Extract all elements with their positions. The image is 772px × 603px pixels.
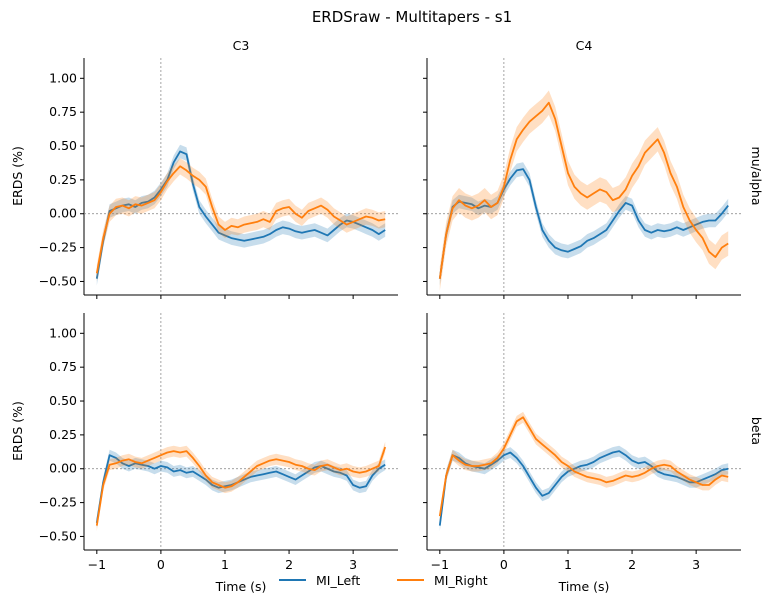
series-line-mi-left <box>95 150 386 279</box>
panel-0: −0.50 −0.25 0.00 0.25 0.50 0.75 1.00 <box>39 58 398 299</box>
series-line-mi-right <box>95 165 386 274</box>
y-tick-label: 0.25 <box>49 427 77 442</box>
y-tick-label: −0.25 <box>39 495 77 510</box>
series-line-mi-right <box>95 446 387 526</box>
y-tick-label: −0.50 <box>39 273 77 288</box>
ylabel-top: ERDS (%) <box>10 146 25 206</box>
column-title-c4: C4 <box>576 38 593 53</box>
x-tick-label: 2 <box>628 557 636 572</box>
series-line-mi-left <box>438 450 729 526</box>
column-title-c3: C3 <box>233 38 250 53</box>
series-line-mi-left <box>95 454 386 524</box>
y-tick-label: −0.25 <box>39 240 77 255</box>
xlabel-left: Time (s) <box>215 579 267 594</box>
x-tick-label: 1 <box>564 557 572 572</box>
ylabel-bottom: ERDS (%) <box>10 401 25 461</box>
legend-label-mi-right: MI_Right <box>434 573 488 588</box>
x-tick-label: 3 <box>349 557 357 572</box>
row-title-mu-alpha: mu/alpha <box>749 147 764 206</box>
y-tick-label: 0.00 <box>49 461 77 476</box>
x-tick-label: 0 <box>500 557 508 572</box>
panel-2: −0.50 −0.25 0.00 0.25 0.50 0.75 1.00 −1 0 1 2 3 <box>39 313 398 572</box>
ci-band-mi-left <box>439 162 729 286</box>
x-tick-label: 3 <box>692 557 700 572</box>
y-tick-label: 0.75 <box>49 104 77 119</box>
panel-1 <box>423 58 741 299</box>
x-tick-label: −1 <box>431 557 449 572</box>
ci-band-mi-right <box>439 90 729 291</box>
y-tick-label: 1.00 <box>49 325 77 340</box>
y-tick-label: 0.50 <box>49 138 77 153</box>
figure-title: ERDSraw - Multitapers - s1 <box>312 8 512 26</box>
legend-label-mi-left: MI_Left <box>316 573 360 588</box>
x-tick-label: 0 <box>157 557 165 572</box>
x-tick-label: −1 <box>88 557 106 572</box>
series-line-mi-right <box>438 416 729 517</box>
row-title-beta: beta <box>749 417 764 445</box>
series-line-mi-right <box>438 101 729 279</box>
ci-band-mi-right <box>96 158 386 282</box>
x-tick-label: 2 <box>285 557 293 572</box>
series-line-mi-left <box>438 168 729 279</box>
legend: MI_Left MI_Right <box>279 573 488 588</box>
panel-3: −1 0 1 2 3 <box>423 313 741 572</box>
xlabel-right: Time (s) <box>558 579 610 594</box>
y-tick-label: 0.50 <box>49 393 77 408</box>
y-tick-label: 0.25 <box>49 172 77 187</box>
y-tick-label: 1.00 <box>49 70 77 85</box>
y-tick-label: −0.50 <box>39 528 77 543</box>
ci-band-mi-left <box>439 445 729 531</box>
ci-band-mi-right <box>96 441 386 531</box>
y-tick-label: 0.75 <box>49 359 77 374</box>
y-tick-label: 0.00 <box>49 206 77 221</box>
x-tick-label: 1 <box>221 557 229 572</box>
